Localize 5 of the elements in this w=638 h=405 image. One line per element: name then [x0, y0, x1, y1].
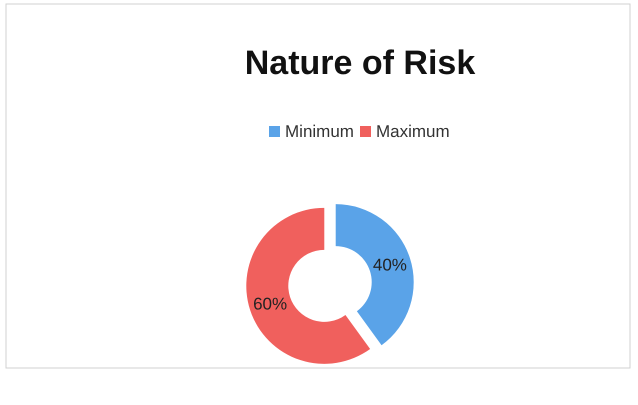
legend-label: Minimum — [285, 122, 354, 141]
data-label: 60% — [253, 294, 288, 314]
data-label: 40% — [372, 256, 407, 275]
chart-title: Nature of Risk — [244, 44, 476, 82]
legend-label: Maximum — [376, 122, 450, 141]
